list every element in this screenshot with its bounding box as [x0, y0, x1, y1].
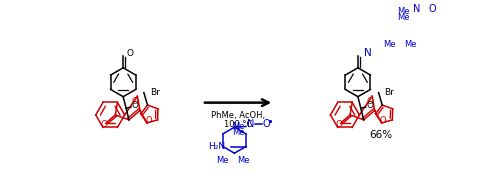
Text: O: O	[428, 4, 436, 13]
Text: O: O	[366, 97, 374, 106]
Text: N: N	[246, 119, 254, 129]
Text: Me: Me	[404, 40, 416, 49]
Text: O: O	[100, 120, 107, 129]
Text: O: O	[145, 116, 152, 124]
Text: Me: Me	[232, 128, 244, 138]
Text: Me: Me	[397, 13, 409, 22]
Text: Me: Me	[238, 156, 250, 165]
Text: O: O	[366, 101, 374, 110]
Text: O: O	[127, 49, 134, 58]
Text: 66%: 66%	[370, 130, 393, 140]
Text: O: O	[132, 97, 138, 106]
Text: Me: Me	[216, 156, 228, 165]
Text: O: O	[335, 120, 342, 129]
Text: N: N	[414, 4, 421, 13]
Text: H₂N: H₂N	[208, 142, 226, 151]
Text: Me: Me	[383, 40, 396, 49]
Text: Me: Me	[397, 7, 409, 16]
Text: Br: Br	[384, 88, 394, 97]
Text: O: O	[132, 101, 139, 110]
Text: Br: Br	[150, 88, 160, 97]
Text: 100 °C: 100 °C	[224, 120, 252, 129]
Text: PhMe, AcOH,: PhMe, AcOH,	[211, 111, 265, 120]
Text: N: N	[364, 48, 372, 58]
Text: O: O	[380, 116, 386, 124]
Text: O: O	[262, 119, 270, 129]
Text: Me: Me	[232, 122, 244, 131]
